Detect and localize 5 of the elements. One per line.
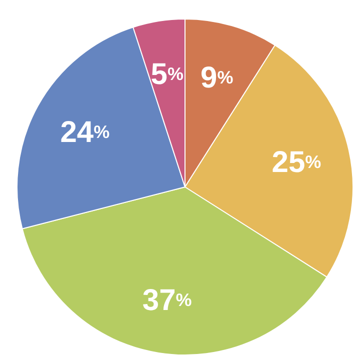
data-label: 25% [272, 146, 322, 179]
data-label: 37% [142, 283, 192, 316]
data-label: 5% [150, 58, 184, 91]
data-label: 24% [60, 115, 110, 148]
data-label: 9% [200, 60, 234, 94]
